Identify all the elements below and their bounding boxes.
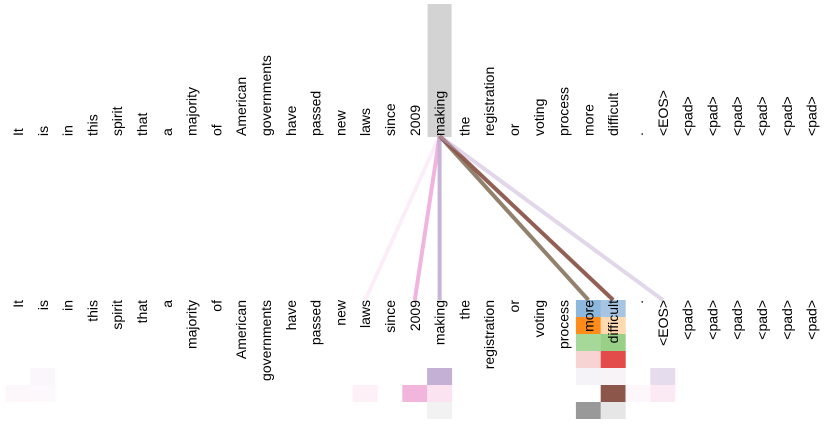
- top-token[interactable]: It: [10, 128, 26, 136]
- attention-line: [438, 134, 664, 302]
- bottom-token[interactable]: <pad>: [729, 300, 745, 340]
- attention-head-cell[interactable]: [600, 300, 626, 317]
- attention-head-cell[interactable]: [5, 385, 31, 402]
- attention-line: [438, 134, 590, 302]
- top-token[interactable]: spirit: [109, 106, 125, 136]
- top-token[interactable]: <pad>: [804, 96, 820, 136]
- top-token[interactable]: process: [556, 87, 572, 136]
- top-token[interactable]: the: [456, 116, 472, 136]
- bottom-token[interactable]: American: [233, 300, 249, 359]
- attention-head-cell[interactable]: [575, 402, 601, 419]
- attention-line: [412, 135, 442, 301]
- top-token[interactable]: new: [332, 109, 348, 136]
- bottom-token[interactable]: since: [382, 300, 398, 333]
- bottom-token[interactable]: making: [432, 300, 448, 345]
- attention-head-cell[interactable]: [625, 385, 651, 402]
- attention-head-cell[interactable]: [427, 385, 453, 402]
- bottom-token[interactable]: that: [134, 300, 150, 323]
- bottom-token[interactable]: majority: [184, 300, 200, 349]
- bottom-token[interactable]: a: [159, 300, 175, 308]
- bottom-token[interactable]: have: [283, 300, 299, 331]
- top-token[interactable]: since: [382, 103, 398, 136]
- bottom-token[interactable]: passed: [308, 300, 324, 345]
- bottom-token[interactable]: spirit: [109, 300, 125, 330]
- bottom-token[interactable]: in: [60, 300, 76, 311]
- bottom-token[interactable]: <pad>: [704, 300, 720, 340]
- top-token[interactable]: majority: [184, 87, 200, 136]
- attention-head-cell[interactable]: [600, 368, 626, 385]
- top-token[interactable]: that: [134, 113, 150, 136]
- bottom-token[interactable]: or: [506, 300, 522, 313]
- bottom-token[interactable]: <pad>: [680, 300, 696, 340]
- attention-head-cell[interactable]: [650, 368, 676, 385]
- attention-head-cell[interactable]: [600, 317, 626, 334]
- bottom-token[interactable]: new: [332, 299, 348, 326]
- top-token[interactable]: <pad>: [729, 96, 745, 136]
- bottom-token[interactable]: <pad>: [754, 300, 770, 340]
- top-token[interactable]: <pad>: [704, 96, 720, 136]
- attention-head-cell[interactable]: [575, 317, 601, 334]
- bottom-token[interactable]: voting: [531, 300, 547, 337]
- attention-head-cell[interactable]: [427, 402, 453, 419]
- attention-head-cell[interactable]: [30, 368, 56, 385]
- top-token[interactable]: <pad>: [779, 96, 795, 136]
- top-token[interactable]: voting: [531, 99, 547, 136]
- bottom-token[interactable]: of: [208, 300, 224, 312]
- attention-head-cell[interactable]: [600, 402, 626, 419]
- attention-head-cell[interactable]: [575, 368, 601, 385]
- top-token[interactable]: or: [506, 123, 522, 136]
- selected-token-highlight: [427, 4, 452, 137]
- attention-line: [363, 135, 442, 301]
- top-token[interactable]: this: [84, 114, 100, 136]
- bottom-token[interactable]: governments: [258, 300, 274, 381]
- top-token[interactable]: American: [233, 77, 249, 136]
- top-token[interactable]: .: [630, 132, 646, 136]
- top-token[interactable]: in: [60, 125, 76, 136]
- bottom-token[interactable]: more: [580, 300, 596, 332]
- top-token[interactable]: <pad>: [754, 96, 770, 136]
- attention-head-cell[interactable]: [427, 368, 453, 385]
- bottom-token[interactable]: process: [556, 300, 572, 349]
- top-token[interactable]: laws: [357, 108, 373, 136]
- top-token[interactable]: have: [283, 105, 299, 136]
- bottom-token[interactable]: <EOS>: [655, 300, 671, 346]
- top-token[interactable]: <EOS>: [655, 90, 671, 136]
- top-token[interactable]: registration: [481, 67, 497, 136]
- bottom-token[interactable]: <pad>: [779, 300, 795, 340]
- top-token[interactable]: governments: [258, 55, 274, 136]
- bottom-token[interactable]: is: [35, 300, 51, 310]
- attention-head-cell[interactable]: [575, 300, 601, 317]
- attention-head-cell[interactable]: [402, 385, 428, 402]
- attention-line: [438, 134, 615, 302]
- bottom-token[interactable]: 2009: [407, 300, 423, 331]
- top-token[interactable]: is: [35, 126, 51, 136]
- attention-head-cell[interactable]: [600, 334, 626, 351]
- top-token[interactable]: <pad>: [680, 96, 696, 136]
- attention-head-cell[interactable]: [352, 385, 378, 402]
- bottom-token[interactable]: registration: [481, 300, 497, 369]
- attention-head-cell[interactable]: [600, 351, 626, 368]
- bottom-token[interactable]: this: [84, 300, 100, 322]
- bottom-token[interactable]: difficult: [605, 300, 621, 343]
- attention-head-cell[interactable]: [600, 385, 626, 402]
- top-token[interactable]: making: [432, 91, 448, 136]
- top-token[interactable]: of: [208, 124, 224, 136]
- bottom-token[interactable]: the: [456, 300, 472, 320]
- top-token[interactable]: a: [159, 128, 175, 136]
- bottom-token[interactable]: laws: [357, 300, 373, 328]
- attention-head-cell[interactable]: [575, 351, 601, 368]
- top-token[interactable]: difficult: [605, 93, 621, 136]
- top-token[interactable]: more: [580, 104, 596, 136]
- bottom-token[interactable]: It: [10, 300, 26, 308]
- attention-head-cell[interactable]: [575, 334, 601, 351]
- attention-head-cell[interactable]: [30, 385, 56, 402]
- top-token[interactable]: passed: [308, 91, 324, 136]
- attention-head-cell[interactable]: [650, 385, 676, 402]
- top-token[interactable]: 2009: [407, 105, 423, 136]
- bottom-token[interactable]: .: [630, 300, 646, 304]
- bottom-token[interactable]: <pad>: [804, 300, 820, 340]
